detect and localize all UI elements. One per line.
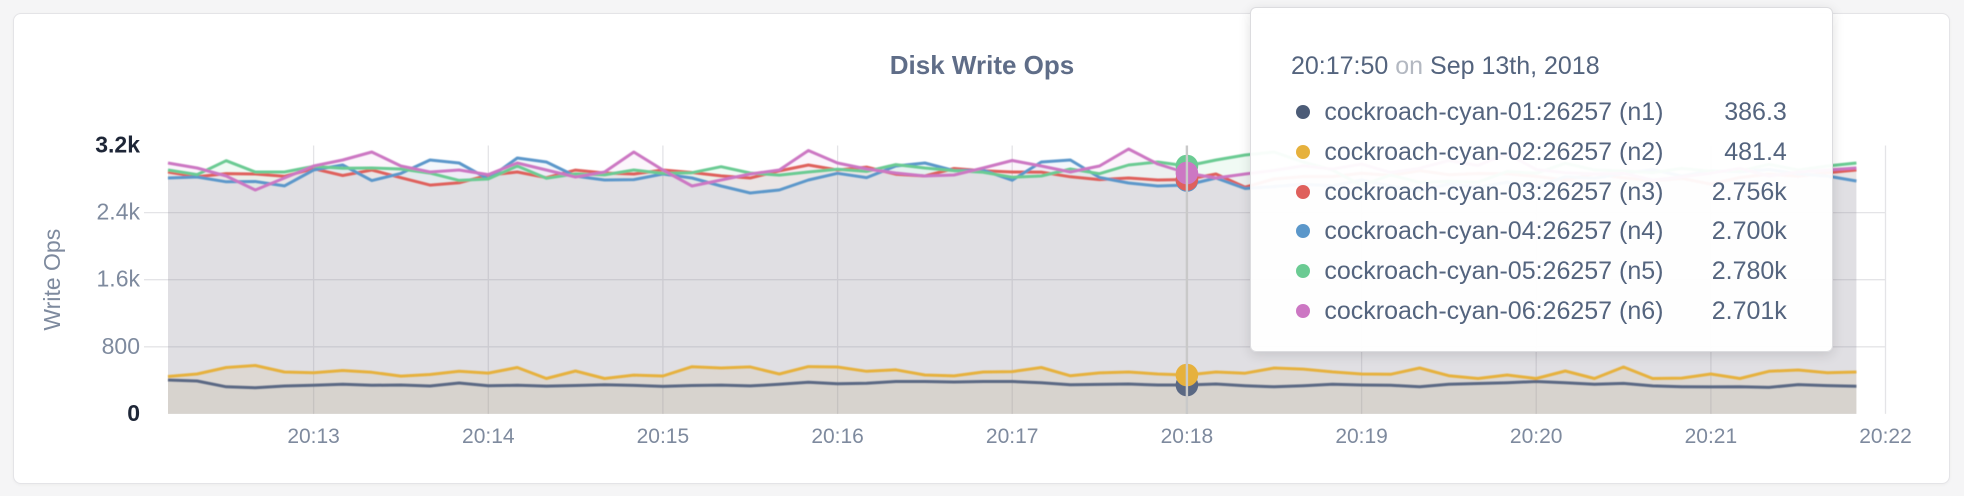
svg-text:20:22: 20:22: [1859, 425, 1912, 448]
svg-text:20:15: 20:15: [637, 425, 690, 448]
svg-text:20:13: 20:13: [287, 425, 340, 448]
svg-text:1.6k: 1.6k: [97, 266, 141, 292]
svg-text:0: 0: [127, 400, 140, 426]
svg-text:20:18: 20:18: [1161, 425, 1214, 448]
svg-text:20:17: 20:17: [986, 425, 1039, 448]
svg-text:800: 800: [102, 333, 140, 359]
svg-text:20:16: 20:16: [811, 425, 864, 448]
svg-text:20:21: 20:21: [1685, 425, 1738, 448]
svg-text:Write Ops: Write Ops: [39, 229, 65, 331]
svg-text:2.4k: 2.4k: [97, 199, 141, 225]
svg-text:20:20: 20:20: [1510, 425, 1563, 448]
svg-text:3.2k: 3.2k: [95, 132, 140, 158]
svg-text:20:19: 20:19: [1335, 425, 1388, 448]
svg-text:20:14: 20:14: [462, 425, 515, 448]
